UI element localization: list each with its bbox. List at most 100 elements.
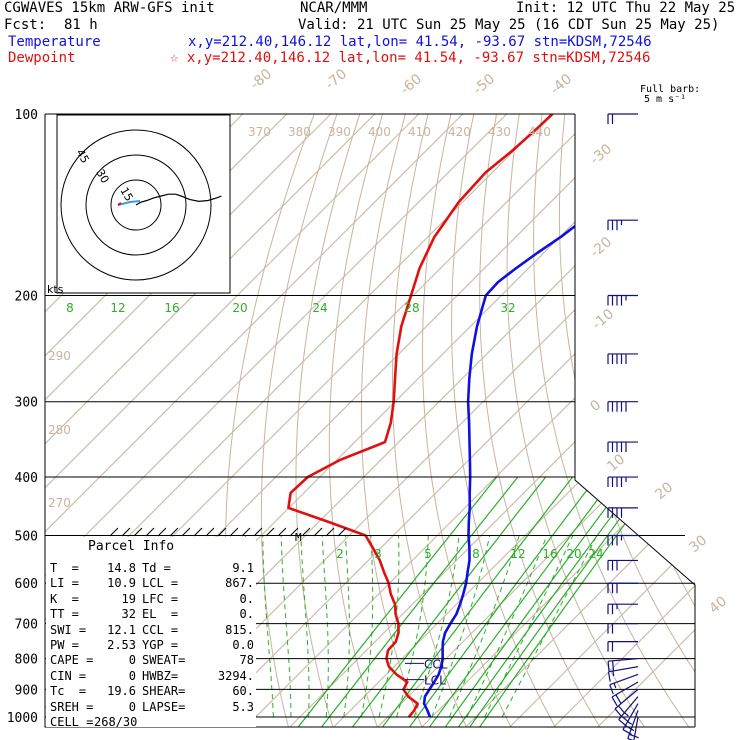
- parcel-key-left: CELL =: [50, 715, 94, 729]
- moist-adiabat-line: [466, 535, 548, 718]
- moist-adiabat-line: [448, 535, 520, 718]
- wind-barb: [607, 113, 638, 124]
- hodograph-trace: [135, 193, 222, 206]
- parcel-value-right: 60.: [232, 684, 254, 699]
- parcel-key-right: LAPSE=: [142, 699, 186, 714]
- valid-time: Valid: 21 UTC Sun 25 May 25 (16 CDT Sun …: [298, 17, 720, 33]
- moist-adiabat-line: [484, 535, 574, 718]
- pressure-tick-label: 700: [15, 618, 38, 633]
- wind-barb: [614, 688, 639, 717]
- wind-barb-feather: [627, 737, 634, 740]
- parcel-key-left: T =: [50, 561, 79, 575]
- isotherm-line: [45, 114, 345, 727]
- dry-adiabat-line: [608, 114, 695, 727]
- hodograph-ring-label: 30: [93, 167, 111, 186]
- hatch-mark: [229, 527, 239, 537]
- wind-barb-feather: [607, 671, 611, 682]
- plot-frame-right: [574, 114, 696, 727]
- dry-adiabat-line: [655, 114, 695, 727]
- dry-adiabat-line: [701, 114, 740, 730]
- isotherm-label: -20: [587, 234, 615, 261]
- hatch-mark: [121, 527, 131, 537]
- moist-adiabat-line: [360, 535, 374, 718]
- wind-barb-staff: [614, 688, 639, 710]
- wind-barb: [607, 622, 638, 634]
- hatch-mark: [193, 527, 203, 537]
- dry-adiabat-line: [328, 114, 384, 727]
- temperature-profile: [422, 114, 673, 718]
- full-barb-label: Full barb:: [640, 84, 701, 95]
- dry-adiabat-line: [533, 114, 692, 727]
- pressure-tick-label: 1000: [7, 711, 38, 726]
- parcel-value-left: 0: [128, 668, 136, 683]
- isotherm-label: -80: [247, 66, 275, 93]
- isotherm-line: [462, 114, 695, 727]
- hatch-mark: [217, 527, 227, 537]
- isotherm-label: 30: [686, 532, 710, 556]
- wind-barb-feather: [621, 715, 630, 724]
- full-barb-units: 5 m s⁻¹: [644, 94, 687, 105]
- mixing-ratio-label: 16: [542, 547, 557, 561]
- wind-barb: [607, 534, 638, 546]
- isotherm-line: [418, 114, 695, 727]
- mixing-ratio-label: 3: [374, 547, 382, 561]
- moist-adiabat-line: [262, 535, 274, 718]
- parcel-key-right: Td =: [142, 561, 171, 575]
- hodograph-ring: [60, 129, 212, 281]
- mixing-ratio-label: 28: [404, 301, 419, 315]
- parcel-info-row: CELL = 268/30: [50, 715, 256, 730]
- parcel-key-left: CAPE =: [50, 653, 94, 668]
- wind-barb: [618, 696, 639, 727]
- theta-label: 400: [368, 125, 391, 139]
- mixing-ratio-label: 20: [566, 547, 581, 561]
- hatch-mark: [181, 527, 191, 537]
- wind-barb-feather: [615, 694, 622, 704]
- isotherm-line: [45, 114, 521, 727]
- hatch-mark: [133, 527, 143, 537]
- dry-adiabat-line: [479, 114, 602, 727]
- level-marker-m: M: [295, 531, 302, 544]
- wind-barb-feather: [611, 660, 615, 671]
- wind-barb-feather: [614, 708, 622, 717]
- mixing-ratio-label: 16: [164, 301, 179, 315]
- fcst-hours: 81 h: [64, 17, 98, 33]
- moist-adiabat-line: [343, 535, 350, 718]
- wind-barb: [607, 219, 638, 231]
- hatch-mark: [157, 527, 167, 537]
- mixing-ratio-line: [427, 476, 616, 727]
- moist-adiabat-line: [501, 535, 598, 718]
- mixing-ratio-label: 12: [110, 301, 125, 315]
- parcel-info-row: K = 19 LFC = 0.: [50, 592, 256, 607]
- hatch-mark: [253, 527, 263, 537]
- model-title: CGWAVES 15km ARW-GFS init: [4, 0, 215, 16]
- parcel-key-left: Tc =: [50, 684, 87, 699]
- parcel-value-left: 19: [121, 591, 136, 606]
- dewpoint-profile: [287, 114, 554, 718]
- parcel-value-left: 32: [121, 607, 136, 622]
- dry-adiabat-line: [295, 114, 361, 727]
- dry-adiabat-line: [360, 114, 424, 727]
- pressure-tick-label: 400: [15, 471, 38, 486]
- plot-frame: [44, 114, 695, 728]
- mixing-ratio-label: 12: [510, 547, 525, 561]
- isotherm-line: [45, 114, 433, 727]
- pressure-tick-label: 200: [15, 290, 38, 305]
- parcel-value-left: 14.8: [107, 561, 136, 575]
- isotherm-label: -60: [397, 71, 425, 98]
- mixing-ratio-label: 32: [500, 301, 515, 315]
- hatch-mark: [265, 527, 275, 537]
- theta-label: 390: [328, 125, 351, 139]
- parcel-value-left: 10.9: [107, 576, 136, 591]
- moist-adiabat-line: [321, 535, 329, 718]
- parcel-value-left: 19.6: [107, 684, 136, 699]
- isotherm-label: -50: [470, 71, 498, 98]
- hatch-mark: [313, 527, 323, 537]
- hodograph-storm-dot: [117, 202, 122, 206]
- mixing-ratio-line: [477, 476, 660, 727]
- hatch-mark: [205, 527, 215, 537]
- theta-label: 410: [408, 125, 431, 139]
- parcel-key-right: CCL =: [142, 622, 179, 637]
- parcel-value-right: 0.: [239, 607, 254, 622]
- parcel-value-right: 9.1: [232, 561, 254, 575]
